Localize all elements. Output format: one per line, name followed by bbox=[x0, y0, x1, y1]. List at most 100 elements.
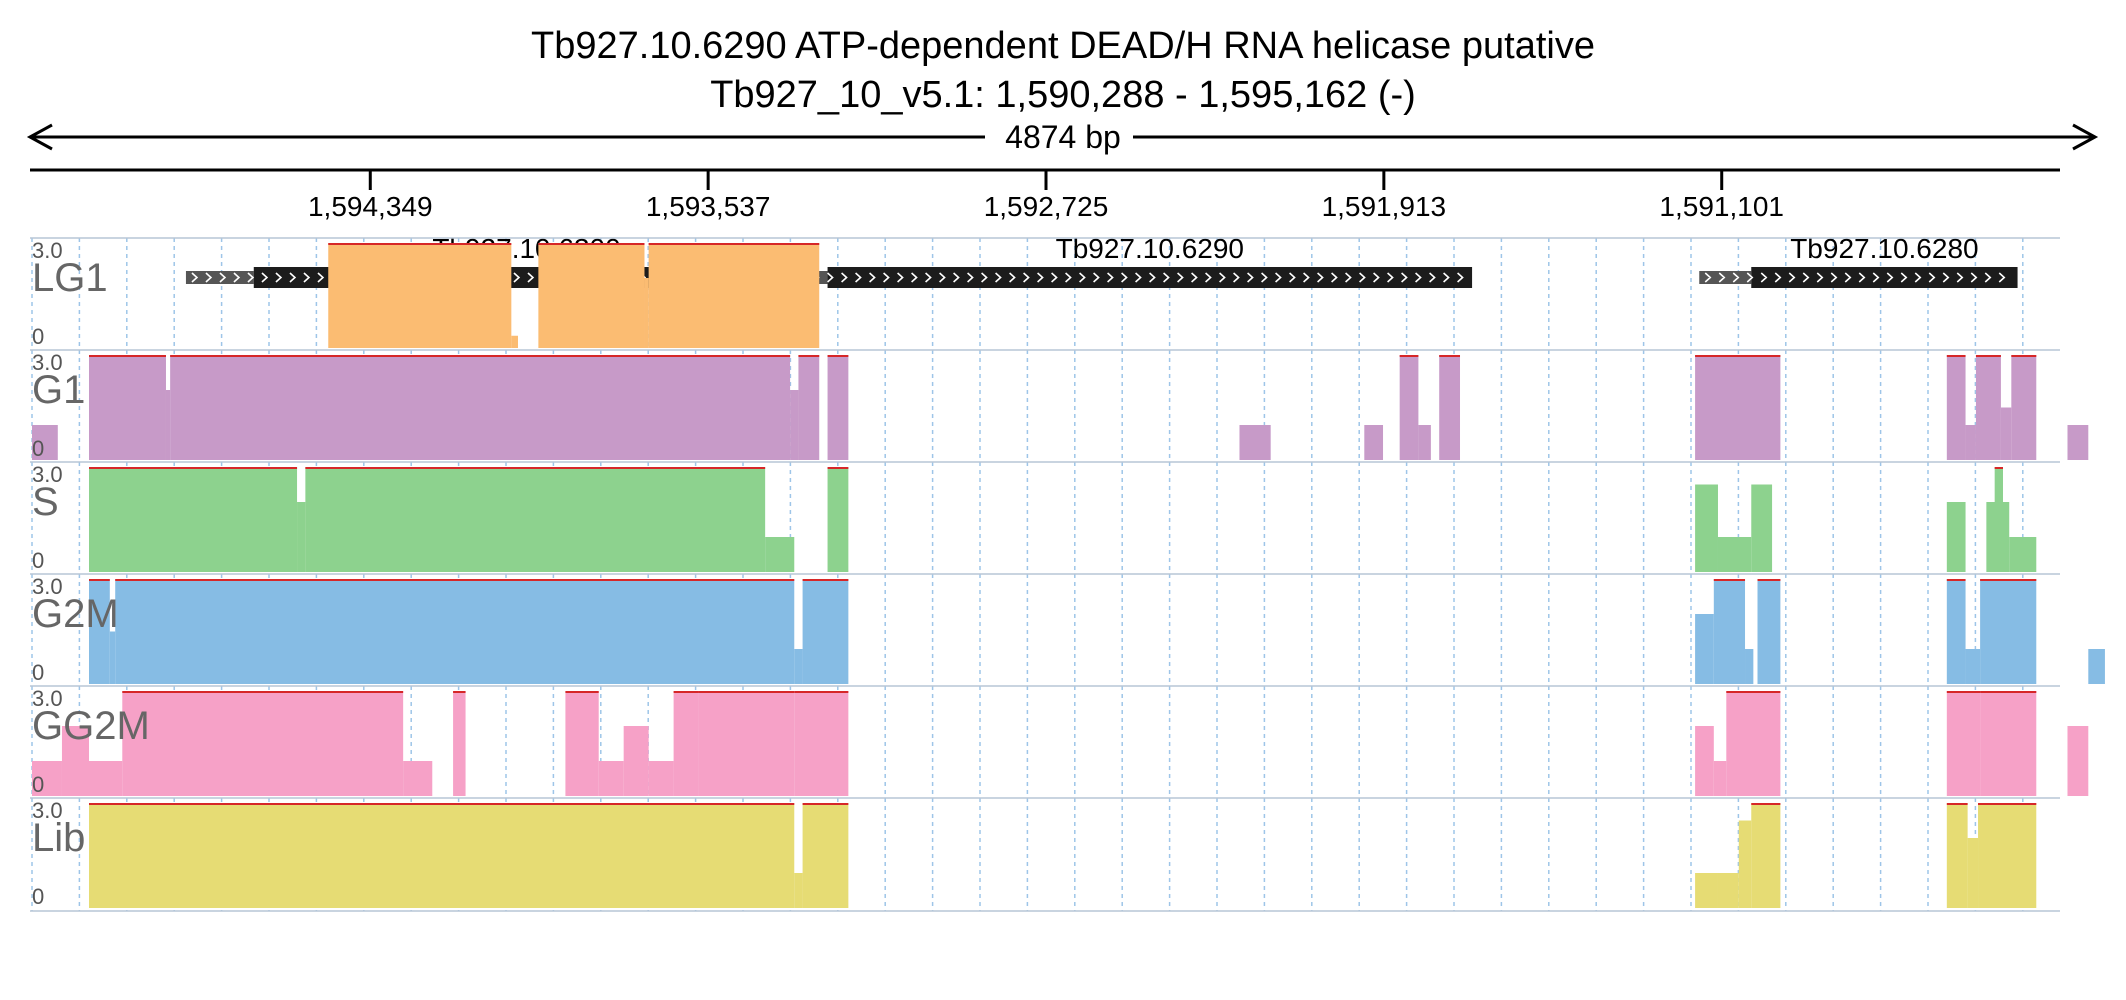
coverage-bar bbox=[170, 355, 791, 460]
y-max-label: 3.0 bbox=[32, 574, 63, 599]
track-name: Lib bbox=[32, 816, 85, 860]
y-min-label: 0 bbox=[32, 548, 44, 573]
coverage-bar bbox=[115, 579, 795, 684]
clip-marker bbox=[170, 355, 791, 357]
coverage-bar bbox=[1757, 579, 1781, 684]
coverage-bar bbox=[1738, 820, 1752, 908]
coverage-bar bbox=[565, 691, 599, 796]
coverage-bar bbox=[623, 726, 649, 796]
coverage-bar bbox=[89, 579, 110, 684]
span-ruler: 4874 bp bbox=[26, 118, 2099, 172]
track-name: S bbox=[32, 480, 59, 524]
clip-marker bbox=[328, 243, 512, 245]
coverage-bar bbox=[1717, 537, 1752, 572]
clip-marker bbox=[1946, 579, 1966, 581]
coverage-bar bbox=[1946, 502, 1966, 572]
coverage-bar bbox=[61, 726, 90, 796]
clip-marker bbox=[2011, 355, 2037, 357]
clip-marker bbox=[827, 355, 849, 357]
clip-marker bbox=[89, 579, 110, 581]
coverage-bar bbox=[1713, 579, 1746, 684]
clip-marker bbox=[798, 355, 820, 357]
span-label: 4874 bp bbox=[1005, 119, 1121, 155]
coverage-bar bbox=[1726, 691, 1781, 796]
coverage-bar bbox=[1695, 355, 1781, 460]
clip-marker bbox=[305, 467, 766, 469]
coverage-bar bbox=[1745, 649, 1754, 684]
coverage-bar bbox=[32, 761, 62, 796]
coverage-bar bbox=[89, 761, 123, 796]
gene-title: Tb927.10.6290 ATP-dependent DEAD/H RNA h… bbox=[531, 25, 1595, 67]
coverage-bar bbox=[794, 691, 849, 796]
gene-cds bbox=[1751, 267, 2018, 288]
gene-feature[interactable]: Tb927.10.6280 bbox=[1699, 233, 2018, 288]
coverage-bar bbox=[538, 243, 645, 348]
coverage-bar bbox=[1994, 467, 2003, 572]
coverage-track-s: 3.0 0 S bbox=[30, 461, 2060, 573]
y-max-label: 3.0 bbox=[32, 686, 63, 711]
coverage-bar bbox=[1751, 484, 1773, 572]
clip-marker bbox=[1726, 691, 1781, 693]
clip-marker bbox=[1439, 355, 1461, 357]
clip-marker bbox=[1946, 355, 1966, 357]
clip-marker bbox=[1975, 355, 2001, 357]
y-min-label: 0 bbox=[32, 772, 44, 797]
clip-marker bbox=[89, 355, 166, 357]
coverage-track-g2m: 3.0 0 G2M bbox=[30, 573, 2105, 685]
coverage-bar bbox=[2067, 425, 2089, 460]
coverage-bar bbox=[765, 537, 795, 572]
axis-ticks: 1,594,349 1,593,537 1,592,725 1,591,913 1,59… bbox=[308, 170, 1784, 222]
coverage-bar bbox=[1695, 873, 1718, 908]
clip-marker bbox=[794, 691, 849, 693]
coverage-bar bbox=[1980, 579, 2037, 684]
clip-marker bbox=[1757, 579, 1781, 581]
coverage-bar bbox=[1439, 355, 1461, 460]
strand-arrows-icon bbox=[1704, 272, 2006, 283]
y-min-label: 0 bbox=[32, 884, 44, 909]
coverage-bar bbox=[1946, 691, 1981, 796]
clip-marker bbox=[453, 691, 466, 693]
gene-cds bbox=[827, 267, 1473, 288]
y-max-label: 3.0 bbox=[32, 350, 63, 375]
coverage-bar bbox=[790, 390, 799, 460]
coverage-bar bbox=[1946, 355, 1966, 460]
coverage-bar bbox=[1239, 425, 1271, 460]
coverage-bar bbox=[2088, 649, 2105, 684]
coverage-bar bbox=[89, 803, 795, 908]
clip-marker bbox=[1994, 467, 2003, 469]
tick-label: 1,591,913 bbox=[1322, 191, 1447, 222]
clip-marker bbox=[827, 467, 849, 469]
coverage-bar bbox=[297, 502, 306, 572]
clip-marker bbox=[1751, 803, 1781, 805]
clip-marker bbox=[802, 803, 849, 805]
coverage-bar bbox=[644, 278, 649, 348]
coverage-bar bbox=[165, 390, 171, 460]
locus-label: Tb927_10_v5.1: 1,590,288 - 1,595,162 (-) bbox=[710, 74, 1416, 116]
clip-marker bbox=[1980, 579, 2037, 581]
coverage-bar bbox=[798, 355, 820, 460]
coverage-bar bbox=[328, 243, 512, 348]
clip-marker bbox=[673, 691, 699, 693]
y-min-label: 0 bbox=[32, 436, 44, 461]
coverage-bar bbox=[1965, 425, 1976, 460]
coverage-bar bbox=[1717, 873, 1739, 908]
coverage-bar bbox=[403, 761, 433, 796]
coverage-bar bbox=[2009, 537, 2037, 572]
y-max-label: 3.0 bbox=[32, 462, 63, 487]
coverage-bar bbox=[1978, 803, 2037, 908]
clip-marker bbox=[648, 243, 820, 245]
coverage-bar bbox=[305, 467, 766, 572]
coverage-bar bbox=[1695, 484, 1718, 572]
coverage-track-gg2m: 3.0 0 GG2M bbox=[30, 685, 2089, 797]
coverage-bar bbox=[673, 691, 699, 796]
gene-feature[interactable]: Tb927.10.6290 bbox=[807, 233, 1473, 288]
right-arrowhead-icon bbox=[2072, 123, 2099, 151]
clip-marker bbox=[565, 691, 599, 693]
coverage-bar bbox=[1399, 355, 1419, 460]
coverage-bar bbox=[2011, 355, 2037, 460]
track-name: G1 bbox=[32, 368, 85, 412]
coverage-bar bbox=[1695, 614, 1714, 684]
coverage-bar bbox=[1967, 838, 1979, 908]
